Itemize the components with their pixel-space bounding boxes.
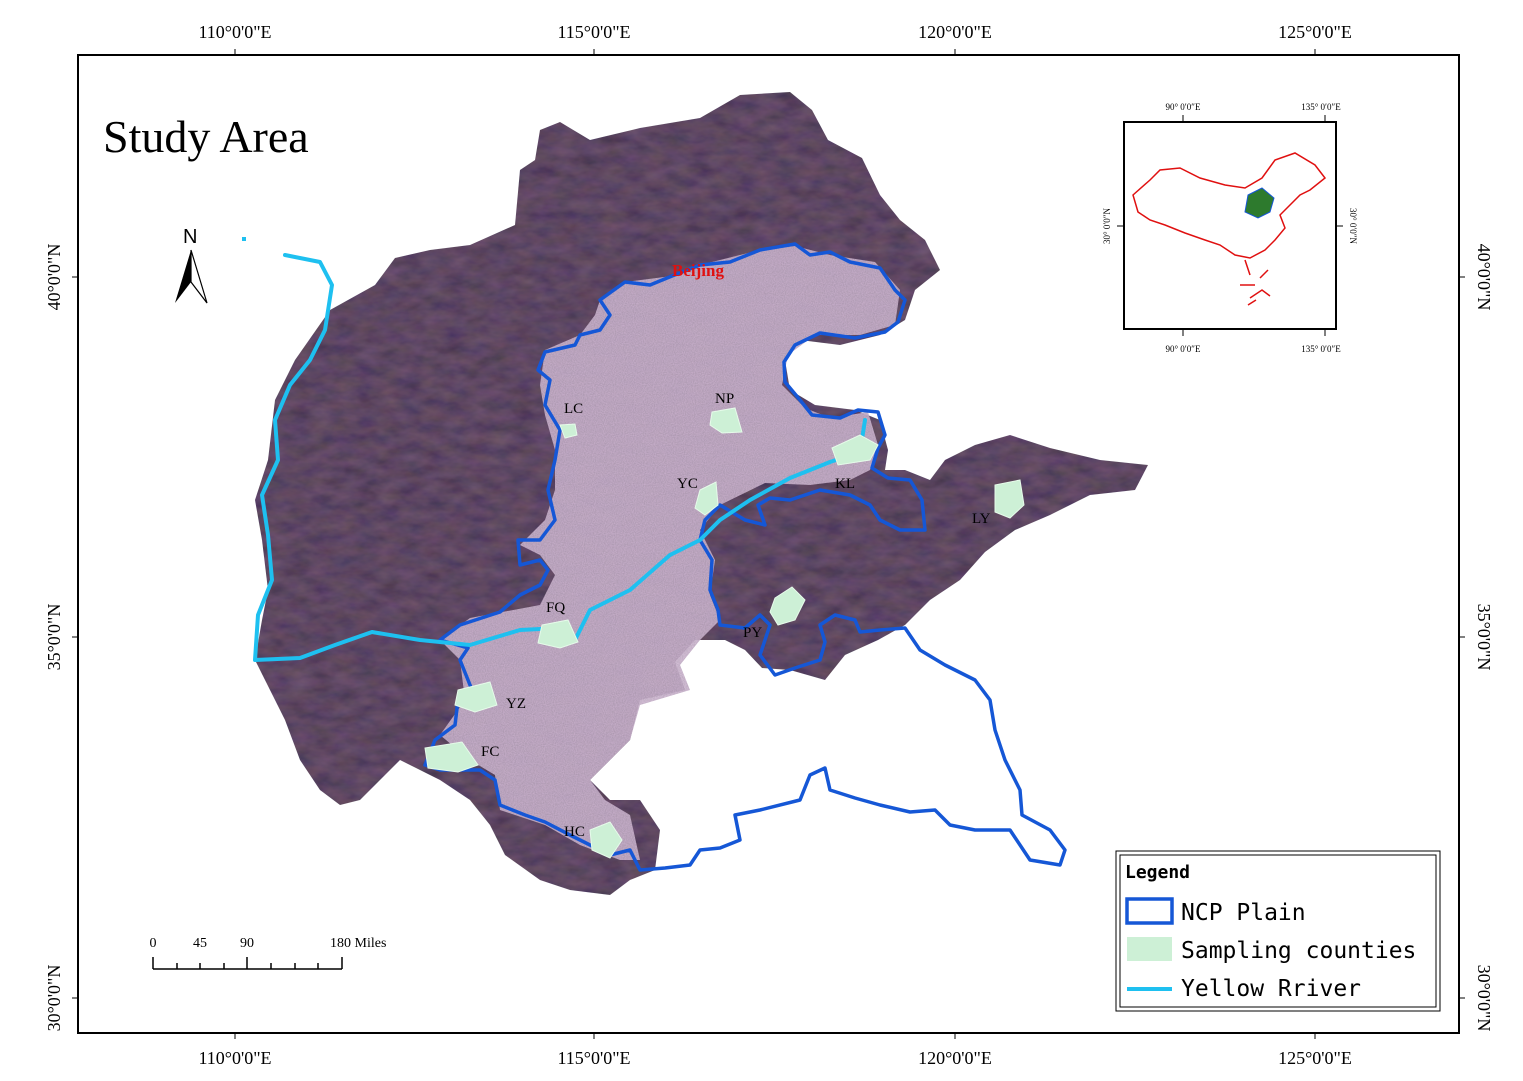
lat-label-right-35: 35°0'0"N — [1474, 604, 1494, 671]
county-py-area — [769, 586, 806, 626]
county-kl-area — [831, 434, 879, 466]
county-label-fc: FC — [481, 744, 499, 760]
county-label-hc: HC — [564, 824, 585, 840]
county-label-kl: KL — [835, 476, 855, 492]
county-yc-area — [694, 481, 719, 516]
legend-swatch-ncp — [1125, 897, 1174, 925]
county-label-lc: LC — [564, 401, 583, 417]
scale-label-45: 45 — [193, 936, 207, 951]
county-fq-area — [537, 619, 579, 649]
inset-lat-right-30: 30° 0′0″N — [1348, 208, 1358, 245]
lon-label-top-120: 120°0'0"E — [918, 22, 992, 42]
lon-label-top-125: 125°0'0"E — [1278, 22, 1352, 42]
lat-label-right-30: 30°0'0"N — [1474, 965, 1494, 1032]
lon-label-bottom-125: 125°0'0"E — [1278, 1048, 1352, 1068]
lon-label-top-110: 110°0'0"E — [198, 22, 271, 42]
legend-label-sampling: Sampling counties — [1181, 938, 1416, 964]
county-yz-area — [454, 681, 498, 713]
sampling-counties — [424, 407, 1025, 859]
county-label-ly: LY — [972, 511, 991, 527]
legend-title: Legend — [1125, 862, 1190, 883]
lon-label-bottom-115: 115°0'0"E — [557, 1048, 630, 1068]
county-np-area — [709, 407, 743, 434]
lon-label-bottom-110: 110°0'0"E — [198, 1048, 271, 1068]
yellow-river — [253, 253, 867, 662]
legend-swatch-sampling — [1127, 937, 1172, 961]
county-label-py: PY — [743, 625, 762, 641]
inset-study-area — [1244, 187, 1275, 219]
scale-bar: 0 45 90 180 Miles — [150, 936, 386, 970]
inset-lon-top-135: 135° 0′0″E — [1301, 102, 1341, 112]
county-label-fq: FQ — [546, 600, 565, 616]
county-hc-area — [589, 821, 623, 859]
county-label-yz: YZ — [506, 696, 526, 712]
scale-label-0: 0 — [150, 936, 157, 951]
lon-label-top-115: 115°0'0"E — [557, 22, 630, 42]
inset-lon-bottom-90: 90° 0′0″E — [1165, 344, 1201, 354]
county-label-yc: YC — [677, 476, 698, 492]
inset-islands — [1240, 259, 1271, 306]
inset-lon-top-90: 90° 0′0″E — [1165, 102, 1201, 112]
inset-china-outline — [1132, 152, 1327, 259]
county-lc-area — [559, 423, 578, 439]
legend-label-ncp: NCP Plain — [1181, 900, 1306, 926]
north-arrow-label: N — [183, 226, 197, 248]
north-arrow-icon — [175, 250, 191, 303]
lat-label-left-35: 35°0'0"N — [44, 604, 64, 671]
frame-ticks — [72, 49, 1465, 1039]
county-fc-area — [424, 741, 479, 773]
legend-label-river: Yellow Rriver — [1181, 976, 1361, 1002]
inset-map: 90° 0′0″E 135° 0′0″E 90° 0′0″E 135° 0′0″… — [1100, 100, 1358, 354]
lat-label-left-40: 40°0'0"N — [44, 244, 64, 311]
lat-label-right-40: 40°0'0"N — [1474, 244, 1494, 311]
scale-label-90: 90 — [240, 936, 254, 951]
city-label-beijing: Beijing — [672, 261, 724, 280]
inset-lat-left-30: 30° 0′0″N — [1102, 207, 1112, 244]
lat-label-left-30: 30°0'0"N — [44, 965, 64, 1032]
legend: Legend NCP Plain Sampling counties Yello… — [1115, 850, 1441, 1012]
county-ly-area — [994, 479, 1025, 519]
map-frame — [77, 54, 1460, 1034]
scale-label-180: 180 Miles — [330, 936, 386, 951]
inset-lon-bottom-135: 135° 0′0″E — [1301, 344, 1341, 354]
county-label-np: NP — [715, 391, 734, 407]
north-arrow: N — [175, 226, 208, 304]
map-title: Study Area — [103, 111, 309, 162]
lon-label-bottom-120: 120°0'0"E — [918, 1048, 992, 1068]
